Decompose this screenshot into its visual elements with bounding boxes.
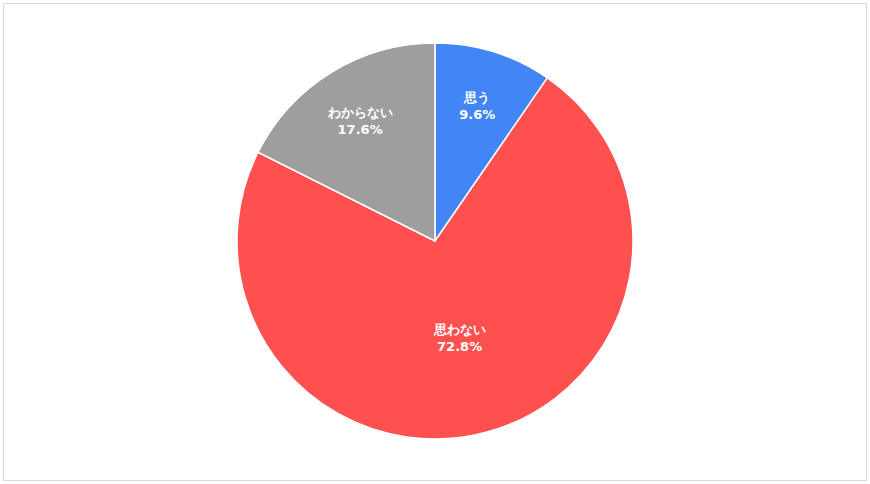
slice	[258, 43, 435, 241]
data-label: 72.8%	[437, 339, 482, 354]
frame	[4, 4, 867, 481]
slice-label: わからない	[327, 105, 393, 120]
chart-container: 思う 9.6% 思わない 72.8% わからない 17.6%	[0, 0, 870, 484]
slices	[237, 43, 633, 439]
data-label: 17.6%	[338, 122, 383, 137]
labels: 思う 9.6% 思わない 72.8% わからない 17.6%	[327, 90, 496, 354]
slice-label: 思う	[463, 90, 490, 105]
slice-label: 思わない	[433, 322, 486, 337]
chart: 思う 9.6% 思わない 72.8% わからない 17.6%	[0, 0, 870, 484]
data-label: 9.6%	[459, 107, 495, 122]
